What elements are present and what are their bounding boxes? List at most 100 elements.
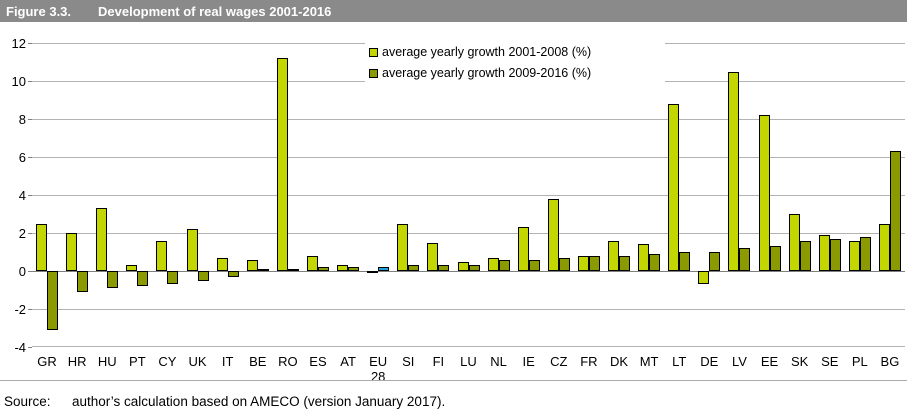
- x-axis-label-MT: MT: [639, 354, 659, 369]
- bar-SE-2009-2016: [829, 238, 841, 271]
- y-axis-tick-mark: [28, 43, 32, 44]
- y-axis-tick-mark: [28, 233, 32, 234]
- bar-RO-2001-2008: [276, 58, 288, 271]
- bar-HU-2009-2016: [107, 271, 119, 289]
- gridline: [32, 195, 905, 196]
- bar-LU-2009-2016: [468, 265, 480, 271]
- bar-PL-2009-2016: [859, 236, 871, 271]
- bar-DK-2009-2016: [619, 255, 631, 271]
- bar-IE-2001-2008: [517, 227, 529, 271]
- chart-legend: average yearly growth 2001-2008 (%) aver…: [365, 39, 665, 91]
- y-axis-tick-label: 4: [18, 188, 26, 203]
- bar-BE-2009-2016: [257, 269, 269, 271]
- bar-IT-2009-2016: [227, 271, 239, 277]
- x-axis-label-FI: FI: [432, 354, 445, 369]
- source-label: Source:: [4, 394, 51, 409]
- y-axis-tick-label: 6: [18, 150, 26, 165]
- bar-CZ-2009-2016: [558, 257, 570, 271]
- bar-AT-2001-2008: [337, 265, 349, 271]
- y-axis-tick-mark: [28, 271, 32, 272]
- x-axis-label-ES: ES: [309, 354, 327, 369]
- x-axis-label-CZ: CZ: [550, 354, 568, 369]
- bar-SI-2001-2008: [397, 223, 409, 271]
- y-axis-tick-mark: [28, 309, 32, 310]
- bar-LU-2001-2008: [457, 261, 469, 271]
- y-axis-tick-mark: [28, 157, 32, 158]
- x-axis-label-CY: CY: [158, 354, 177, 369]
- bar-PT-2001-2008: [126, 265, 138, 271]
- y-axis-tick-label: 2: [18, 226, 26, 241]
- bar-DE-2001-2008: [698, 271, 710, 285]
- bar-RO-2009-2016: [287, 269, 299, 271]
- bar-LV-2009-2016: [739, 248, 751, 271]
- y-axis-tick-label: -4: [14, 340, 26, 355]
- bar-chart: average yearly growth 2001-2008 (%) aver…: [0, 22, 907, 384]
- y-axis-tick-mark: [28, 119, 32, 120]
- x-axis-label-BE: BE: [249, 354, 267, 369]
- bar-FR-2009-2016: [588, 255, 600, 271]
- y-axis-tick-label: 10: [11, 74, 26, 89]
- x-axis-label-PL: PL: [851, 354, 868, 369]
- x-axis-label-FR: FR: [580, 354, 598, 369]
- bar-EU28-2001-2008: [367, 271, 379, 273]
- divider-line: [0, 380, 907, 381]
- bar-SK-2001-2008: [788, 214, 800, 271]
- bar-BE-2001-2008: [246, 259, 258, 271]
- bar-LT-2009-2016: [679, 252, 691, 271]
- figure-title: Development of real wages 2001-2016: [98, 3, 332, 19]
- x-axis-label-LV: LV: [731, 354, 747, 369]
- bar-SK-2009-2016: [799, 240, 811, 271]
- legend-label-series1: average yearly growth 2001-2008 (%): [382, 45, 592, 59]
- gridline: [32, 233, 905, 234]
- zero-line: [32, 271, 905, 272]
- legend-swatch-series2: [369, 68, 378, 78]
- y-axis-tick-mark: [28, 347, 32, 348]
- bar-SI-2009-2016: [408, 265, 420, 271]
- bar-ES-2009-2016: [317, 267, 329, 271]
- x-axis-label-DE: DE: [700, 354, 719, 369]
- bar-MT-2001-2008: [638, 244, 650, 271]
- bar-SE-2001-2008: [818, 234, 830, 271]
- x-axis-label-HR: HR: [67, 354, 87, 369]
- y-axis-tick-label: 12: [11, 36, 26, 51]
- bar-NL-2001-2008: [487, 257, 499, 271]
- x-axis-label-GR: GR: [37, 354, 57, 369]
- y-axis-tick-label: 8: [18, 112, 26, 127]
- x-axis-label-HU: HU: [97, 354, 117, 369]
- legend-swatch-series1: [369, 47, 378, 57]
- y-axis-tick-mark: [28, 81, 32, 82]
- bar-MT-2009-2016: [649, 253, 661, 271]
- plot-area: average yearly growth 2001-2008 (%) aver…: [32, 39, 905, 384]
- bar-AT-2009-2016: [348, 267, 360, 271]
- x-axis-label-NL: NL: [490, 354, 507, 369]
- gridline: [32, 346, 905, 347]
- x-axis-label-LT: LT: [672, 354, 687, 369]
- x-axis-label-SK: SK: [790, 354, 809, 369]
- source-note: Source: author’s calculation based on AM…: [0, 394, 907, 409]
- x-axis-label-IT: IT: [221, 354, 234, 369]
- x-axis-label-SE: SE: [821, 354, 839, 369]
- legend-entry-2001-2008: average yearly growth 2001-2008 (%): [369, 45, 661, 59]
- bar-PL-2001-2008: [848, 240, 860, 271]
- bar-FI-2009-2016: [438, 265, 450, 271]
- x-axis-label-IE: IE: [522, 354, 535, 369]
- bar-BG-2001-2008: [878, 223, 890, 271]
- x-axis-label-UK: UK: [188, 354, 207, 369]
- figure-number: Figure 3.3.: [6, 3, 72, 19]
- bar-CY-2001-2008: [156, 240, 168, 271]
- x-axis-label-AT: AT: [340, 354, 356, 369]
- bar-HU-2001-2008: [96, 208, 108, 271]
- bar-LV-2001-2008: [728, 71, 740, 271]
- gridline: [32, 119, 905, 120]
- x-axis-label-SI: SI: [402, 354, 415, 369]
- x-axis-label-LU: LU: [460, 354, 477, 369]
- bar-CY-2009-2016: [167, 271, 179, 285]
- x-axis-label-DK: DK: [609, 354, 629, 369]
- bar-HR-2009-2016: [77, 271, 89, 292]
- bar-UK-2001-2008: [186, 229, 198, 271]
- bar-EU28-2009-2016: [378, 267, 390, 271]
- gridline: [32, 157, 905, 158]
- source-text: author’s calculation based on AMECO (ver…: [72, 394, 446, 409]
- legend-entry-2009-2016: average yearly growth 2009-2016 (%): [369, 66, 661, 80]
- bar-IT-2001-2008: [216, 257, 228, 271]
